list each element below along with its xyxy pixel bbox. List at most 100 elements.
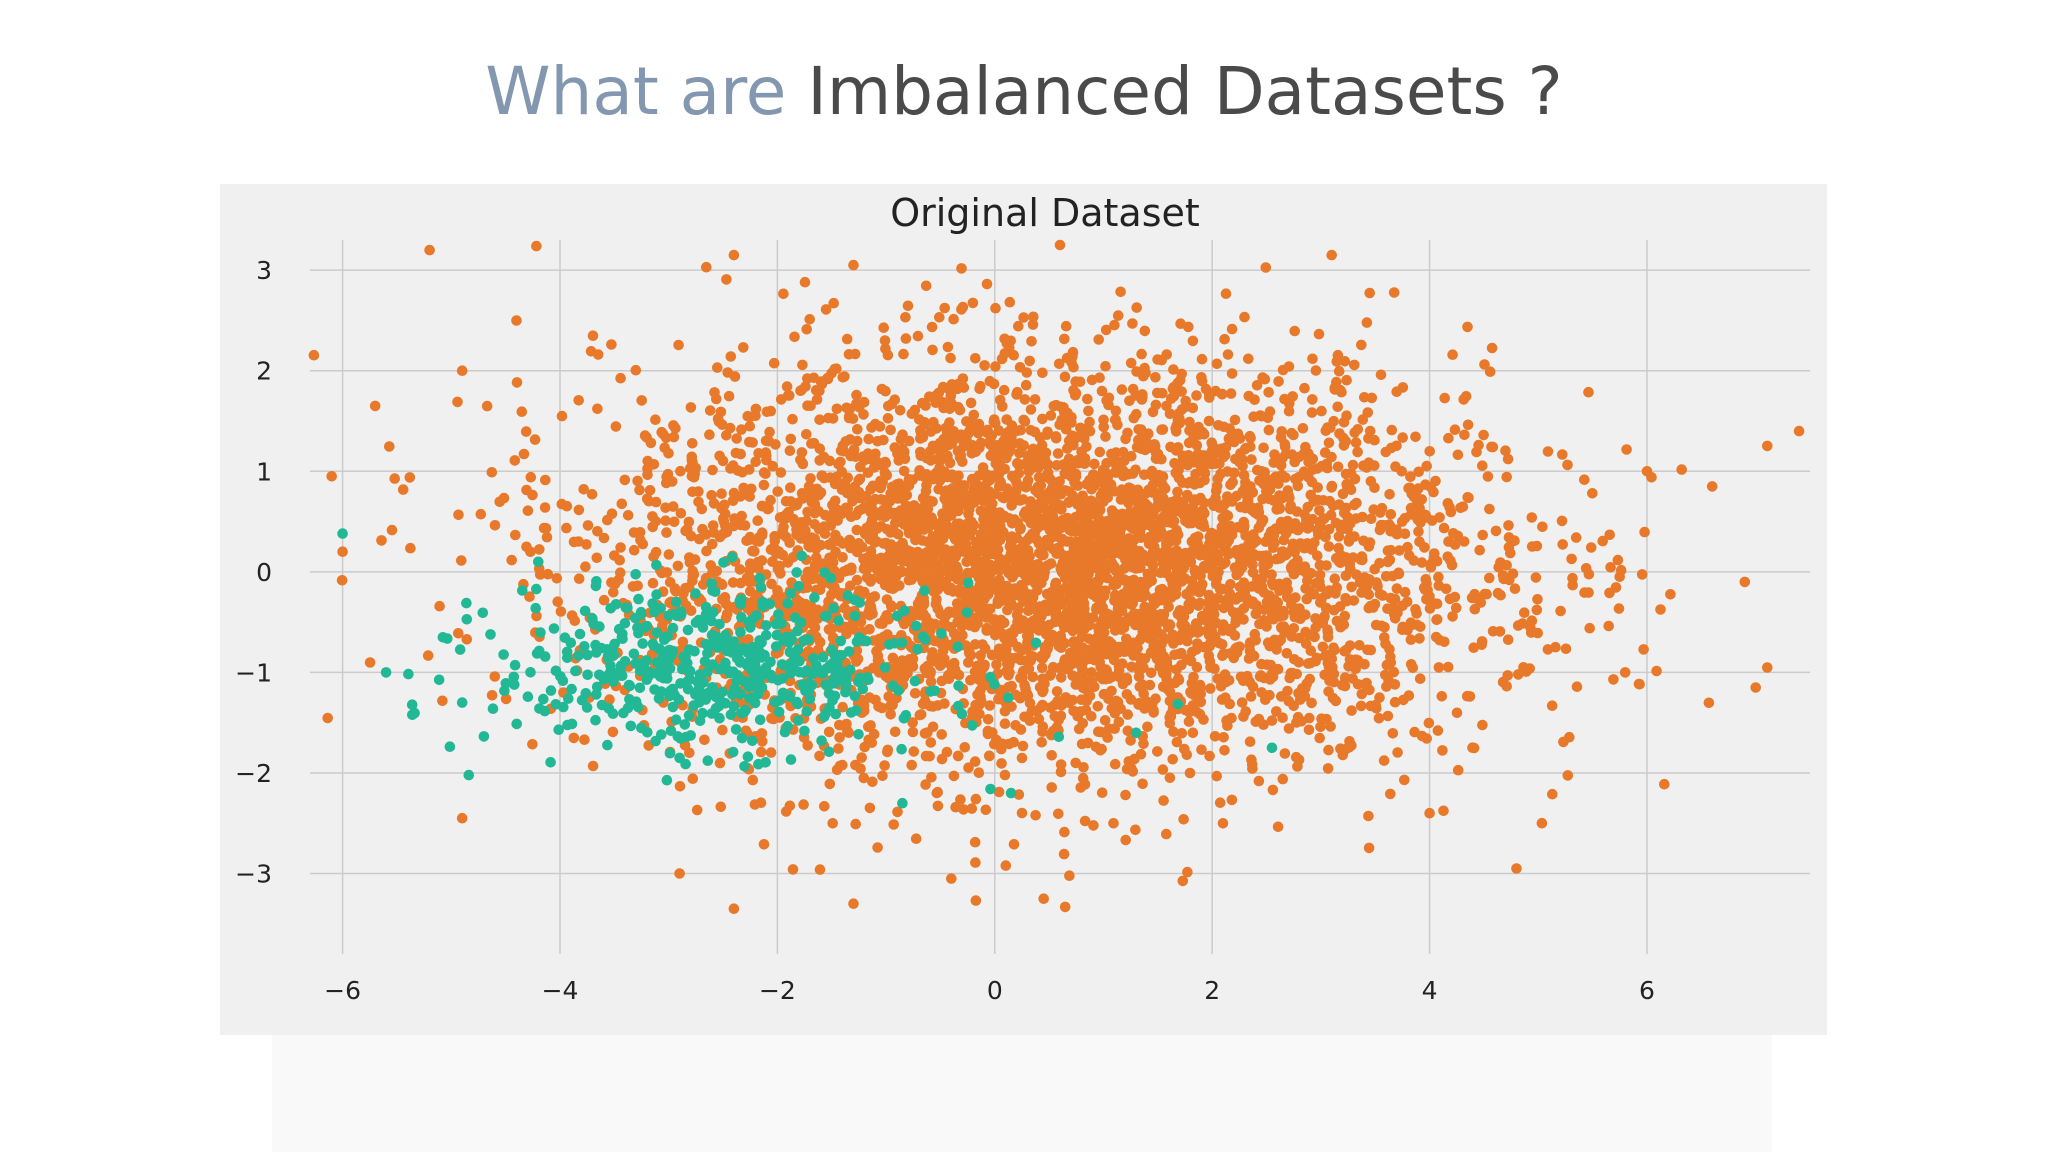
majority-point <box>1313 525 1325 537</box>
majority-point <box>1502 453 1514 465</box>
majority-point <box>721 526 733 538</box>
majority-point <box>1042 467 1054 479</box>
majority-point <box>809 507 821 519</box>
majority-point <box>968 409 980 421</box>
majority-point <box>1205 683 1216 694</box>
majority-point <box>894 405 906 416</box>
majority-point <box>1249 550 1260 562</box>
majority-point <box>1234 641 1245 652</box>
majority-point <box>1224 423 1235 434</box>
majority-point <box>1651 665 1662 677</box>
majority-point <box>1092 701 1104 712</box>
majority-point <box>900 312 911 323</box>
majority-point <box>1316 405 1327 417</box>
majority-point <box>848 898 859 909</box>
majority-point <box>879 335 891 346</box>
majority-point <box>1380 520 1391 531</box>
majority-point <box>1194 708 1206 720</box>
majority-point <box>1638 644 1649 655</box>
majority-point <box>990 302 1001 314</box>
majority-point <box>1192 627 1203 638</box>
majority-point <box>1023 626 1034 638</box>
majority-point <box>1072 499 1083 510</box>
majority-point <box>898 465 910 477</box>
majority-point <box>932 441 944 452</box>
majority-point <box>336 575 348 586</box>
majority-point <box>1003 594 1014 605</box>
majority-point <box>1364 287 1375 299</box>
majority-point <box>1220 676 1232 688</box>
majority-point <box>846 491 858 503</box>
majority-point <box>1104 546 1115 558</box>
majority-point <box>1117 595 1129 606</box>
majority-point <box>1239 521 1250 532</box>
majority-point <box>404 472 416 483</box>
majority-point <box>622 510 634 521</box>
majority-point <box>1077 718 1089 729</box>
majority-point <box>1464 691 1476 702</box>
majority-point <box>1192 448 1204 460</box>
majority-point <box>1477 529 1488 541</box>
majority-point <box>708 498 720 509</box>
majority-point <box>578 484 589 495</box>
majority-point <box>1235 553 1246 564</box>
majority-point <box>606 339 617 350</box>
majority-point <box>486 690 498 701</box>
majority-point <box>1375 369 1387 381</box>
majority-point <box>1168 382 1179 393</box>
majority-point <box>892 806 903 818</box>
minority-point <box>647 598 658 609</box>
majority-point <box>1054 499 1065 511</box>
majority-point <box>1500 445 1511 457</box>
majority-point <box>1112 310 1124 321</box>
majority-point <box>937 532 949 544</box>
minority-point <box>706 578 717 589</box>
majority-point <box>828 297 839 309</box>
majority-point <box>1305 645 1317 656</box>
majority-point <box>1050 432 1062 444</box>
majority-point <box>1341 374 1352 386</box>
majority-point <box>1327 661 1338 673</box>
majority-point <box>1467 742 1478 753</box>
majority-point <box>1399 586 1411 598</box>
majority-point <box>1263 424 1275 436</box>
majority-point <box>761 454 772 466</box>
majority-point <box>993 425 1005 436</box>
minority-point <box>793 580 805 592</box>
majority-point <box>879 613 891 625</box>
majority-point <box>874 421 886 432</box>
majority-point <box>994 507 1006 518</box>
majority-point <box>1017 740 1029 752</box>
majority-point <box>1252 464 1263 476</box>
majority-point <box>598 532 610 544</box>
majority-point <box>804 542 816 553</box>
majority-point <box>852 424 863 435</box>
majority-point <box>871 645 882 657</box>
majority-point <box>688 569 700 580</box>
majority-point <box>966 473 978 485</box>
majority-point <box>1255 670 1267 681</box>
majority-point <box>609 578 621 590</box>
majority-point <box>1136 348 1147 360</box>
majority-point <box>707 567 718 578</box>
minority-point <box>651 627 663 638</box>
majority-point <box>1306 697 1317 709</box>
majority-point <box>1382 710 1394 722</box>
majority-point <box>1030 569 1042 581</box>
majority-point <box>1101 516 1112 527</box>
majority-point <box>1365 644 1377 656</box>
majority-point <box>687 773 699 784</box>
majority-point <box>650 414 661 425</box>
majority-point <box>1267 784 1279 796</box>
majority-point <box>773 594 784 605</box>
majority-point <box>1046 782 1057 793</box>
majority-point <box>921 575 933 587</box>
majority-point <box>982 725 994 737</box>
majority-point <box>1245 691 1257 702</box>
majority-point <box>1103 636 1115 647</box>
majority-point <box>1053 808 1064 820</box>
majority-point <box>1131 441 1143 453</box>
majority-point <box>1039 678 1050 689</box>
majority-point <box>851 389 862 401</box>
majority-point <box>1294 694 1306 705</box>
